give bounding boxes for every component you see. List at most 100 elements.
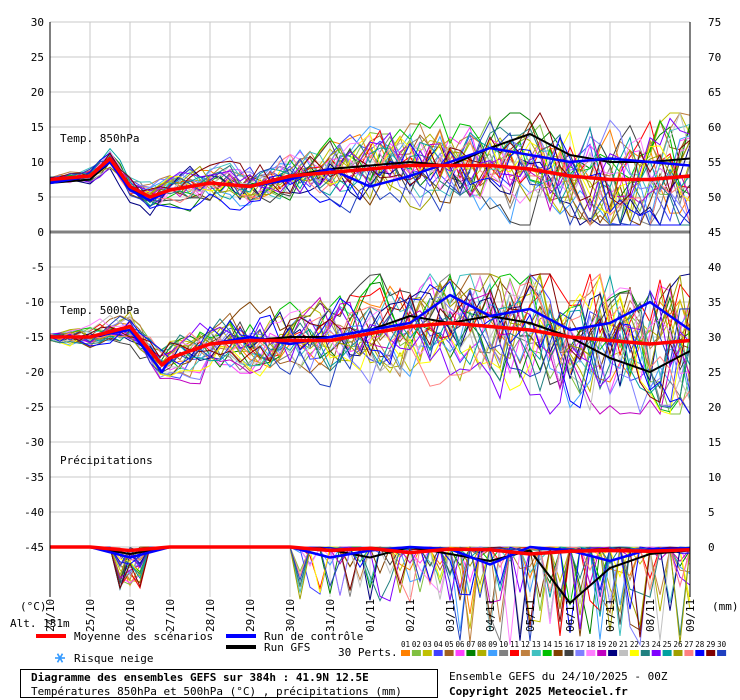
member-line-850 <box>49 129 691 215</box>
member-legend-swatch <box>640 650 650 656</box>
member-line-500 <box>49 273 691 404</box>
panel-title-850: Temp. 850hPa <box>60 132 139 145</box>
x-tick: 04/11 <box>484 599 497 632</box>
mean-line <box>50 545 691 556</box>
x-tick: 03/11 <box>444 599 457 632</box>
member-legend-swatch <box>553 650 563 656</box>
y-tick-left: -40 <box>24 506 44 519</box>
chart-title: Diagramme des ensembles GEFS sur 384h : … <box>31 671 369 684</box>
member-legend-label: 06 <box>456 640 466 649</box>
member-legend-label: 16 <box>565 640 575 649</box>
member-legend-swatch <box>542 650 552 656</box>
member-line-500 <box>49 284 691 414</box>
member-legend-swatch <box>575 650 585 656</box>
member-line-500 <box>49 273 691 415</box>
y-tick-right: 65 <box>708 86 721 99</box>
y-tick-left: 15 <box>31 121 44 134</box>
member-legend-label: 20 <box>608 640 618 649</box>
y-tick-right: 50 <box>708 191 721 204</box>
y-tick-left: 25 <box>31 51 44 64</box>
main-series <box>49 133 691 604</box>
y-tick-left: -10 <box>24 296 44 309</box>
y-tick-left: 10 <box>31 156 44 169</box>
member-line-500 <box>49 272 691 360</box>
control-line <box>49 146 691 202</box>
member-legend-swatch <box>673 650 683 656</box>
member-legend-label: 09 <box>488 640 497 649</box>
member-legend-swatch <box>564 650 574 656</box>
x-tick: 29/10 <box>244 599 257 632</box>
member-legend-label: 01 <box>401 640 410 649</box>
member-legend-label: 07 <box>466 640 475 649</box>
y-tick-right: 20 <box>708 401 721 414</box>
x-tick: 05/11 <box>524 599 537 632</box>
y-tick-right: 45 <box>708 226 721 239</box>
member-legend-label: 25 <box>663 640 672 649</box>
member-legend-label: 27 <box>684 640 693 649</box>
y-tick-left: 20 <box>31 86 44 99</box>
y-tick-right: 75 <box>708 16 721 29</box>
x-tick: 30/10 <box>284 599 297 632</box>
chart-subtitle: Températures 850hPa et 500hPa (°C) , pré… <box>31 685 402 698</box>
y-tick-right: 25 <box>708 366 721 379</box>
member-line-500 <box>49 288 691 388</box>
member-legend-label: 18 <box>586 640 596 649</box>
x-tick: 25/10 <box>84 599 97 632</box>
member-legend-label: 03 <box>423 640 432 649</box>
member-legend-swatch <box>520 650 530 656</box>
member-line-850 <box>49 135 691 226</box>
member-legend-swatch <box>455 650 465 656</box>
y-tick-right: 0 <box>708 541 715 554</box>
chart-info-box: Diagramme des ensembles GEFS sur 384h : … <box>20 669 438 698</box>
panel-title-500: Temp. 500hPa <box>60 304 139 317</box>
mean-line <box>49 156 691 199</box>
member-legend-label: 14 <box>543 640 553 649</box>
y-tick-right: 60 <box>708 121 721 134</box>
y-tick-left: -25 <box>24 401 44 414</box>
member-legend-label: 13 <box>532 640 541 649</box>
x-tick: 31/10 <box>324 599 337 632</box>
legend-control-label: Run de contrôle <box>264 630 363 643</box>
x-tick: 06/11 <box>564 599 577 632</box>
right-unit-label: (mm) <box>712 600 739 613</box>
member-line-500 <box>49 280 691 415</box>
member-legend-label: 08 <box>477 640 487 649</box>
y-tick-left: 0 <box>37 226 44 239</box>
legend-gfs-label: Run GFS <box>264 641 310 654</box>
member-legend-swatch <box>433 650 443 656</box>
y-tick-left: -35 <box>24 471 44 484</box>
x-tick: 28/10 <box>204 599 217 632</box>
y-tick-right: 5 <box>708 506 715 519</box>
member-legend-swatch <box>488 650 498 656</box>
member-legend: 01 02 03 04 05 06 07 08 09 10 11 12 13 14 15 16 17 18 19 20… <box>401 640 727 656</box>
mean-line <box>50 321 691 367</box>
x-tick: 24/10 <box>44 599 57 632</box>
member-legend-label: 30 <box>717 640 727 649</box>
y-tick-left: 30 <box>31 16 44 29</box>
x-tick: 02/11 <box>404 599 417 632</box>
member-legend-label: 24 <box>652 640 662 649</box>
y-tick-left: 5 <box>37 191 44 204</box>
control-line <box>50 545 691 566</box>
left-unit-label: (°C) <box>20 600 47 613</box>
member-legend-swatch <box>684 650 694 656</box>
member-legend-swatch <box>422 650 432 656</box>
panel-title-precip: Précipitations <box>60 454 153 467</box>
tick-labels: 302520151050-5-10-15-20-25-30-35-40-4575… <box>24 16 721 632</box>
y-tick-left: -45 <box>24 541 44 554</box>
x-tick: 09/11 <box>684 599 697 632</box>
member-legend-swatch <box>499 650 509 656</box>
member-line-500 <box>49 273 691 407</box>
member-legend-label: 17 <box>575 640 584 649</box>
member-legend-swatch <box>619 650 628 656</box>
legend-snow-label: Risque neige <box>74 652 153 665</box>
snowflake-icon <box>55 653 65 663</box>
member-legend-label: 11 <box>510 640 519 649</box>
member-legend-swatch <box>510 650 519 656</box>
member-legend-swatch <box>401 650 410 656</box>
member-legend-label: 12 <box>521 640 530 649</box>
member-legend-swatch <box>411 650 421 656</box>
copyright: Copyright 2025 Meteociel.fr <box>449 685 628 698</box>
member-legend-swatch <box>444 650 454 656</box>
